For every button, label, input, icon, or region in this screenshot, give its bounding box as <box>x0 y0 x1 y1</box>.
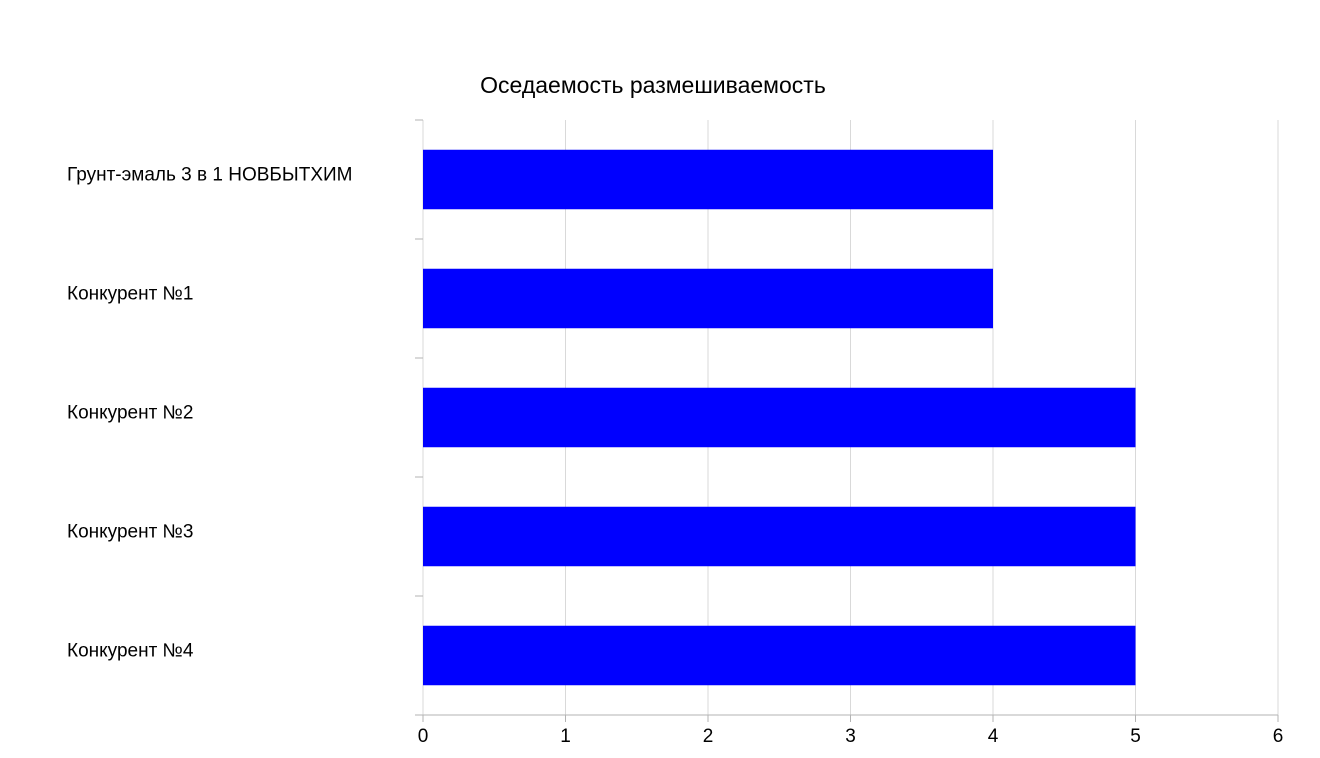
chart-title: Оседаемость размешиваемость <box>480 72 826 98</box>
x-tick-label: 4 <box>988 726 999 747</box>
x-tick-label: 0 <box>418 726 429 747</box>
bar <box>423 625 1136 686</box>
y-tick-label: Конкурент №2 <box>67 403 194 424</box>
x-tick-label: 2 <box>703 726 714 747</box>
bar <box>423 506 1136 567</box>
y-tick-label: Грунт-эмаль 3 в 1 НОВБЫТХИМ <box>67 165 352 186</box>
y-tick-label: Конкурент №1 <box>67 284 194 305</box>
y-tick-label: Конкурент №3 <box>67 522 194 543</box>
x-tick-label: 3 <box>845 726 856 747</box>
x-tick-label: 6 <box>1273 726 1284 747</box>
bar <box>423 149 993 210</box>
x-tick-label: 1 <box>560 726 571 747</box>
y-tick-label: Конкурент №4 <box>67 641 194 662</box>
bar <box>423 268 993 329</box>
bar <box>423 387 1136 448</box>
x-tick-label: 5 <box>1130 726 1141 747</box>
